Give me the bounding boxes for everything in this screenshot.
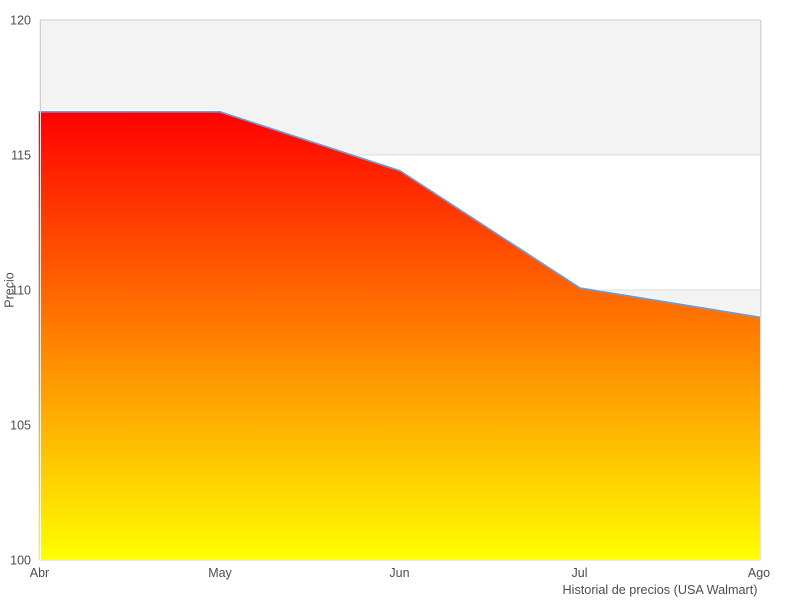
svg-text:100: 100 <box>10 554 31 568</box>
svg-text:Abr: Abr <box>30 566 49 580</box>
svg-text:Ago: Ago <box>748 566 770 580</box>
svg-text:Historial de precios (USA Walm: Historial de precios (USA Walmart) <box>563 583 758 597</box>
svg-text:May: May <box>208 566 232 580</box>
svg-text:Jun: Jun <box>389 566 409 580</box>
svg-text:120: 120 <box>10 14 31 28</box>
svg-text:105: 105 <box>10 419 31 433</box>
svg-text:Precio: Precio <box>3 272 17 307</box>
svg-text:110: 110 <box>11 284 31 298</box>
svg-text:Jul: Jul <box>572 566 588 580</box>
svg-text:115: 115 <box>11 149 31 163</box>
